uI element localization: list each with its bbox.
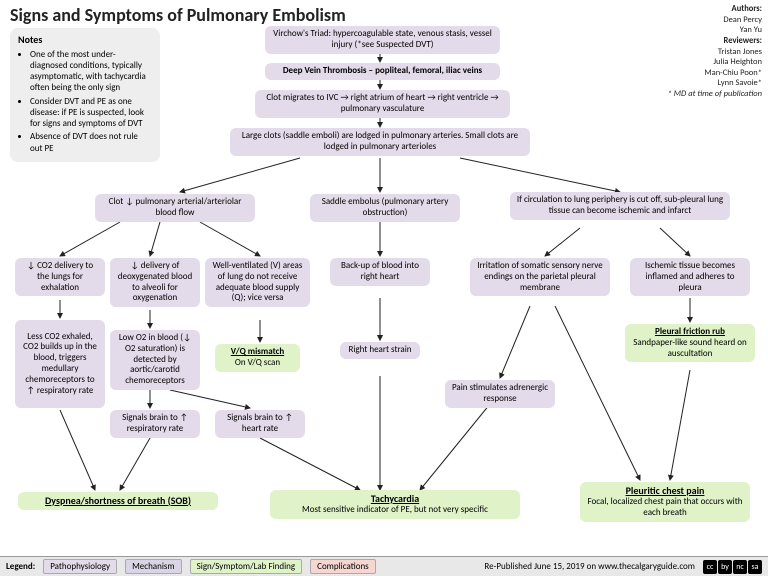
author-1: Dean Percy xyxy=(652,15,762,26)
legend-comp: Complications xyxy=(310,559,376,574)
node-vq: V/Q mismatch On V/Q scan xyxy=(215,344,300,372)
notes-item-1: One of the most under-diagnosed conditio… xyxy=(30,49,152,94)
node-rub: Pleural friction rub Sandpaper-like soun… xyxy=(625,324,755,362)
authors-label: Authors: xyxy=(652,4,762,15)
legend-patho: Pathophysiology xyxy=(43,559,117,574)
reviewer-2: Julia Heighton xyxy=(652,57,762,68)
node-tachy: Tachycardia Most sensitive indicator of … xyxy=(270,490,520,519)
nc-icon: nc xyxy=(733,560,747,574)
node-lowo2: Low O2 in blood (↓ O2 saturation) is det… xyxy=(110,330,200,390)
node-dvt: Deep Vein Thrombosis – popliteal, femora… xyxy=(265,63,500,80)
legend-sign: Sign/Symptom/Lab Finding xyxy=(190,559,303,574)
node-deoxy: ↓ delivery of deoxygenated blood to alve… xyxy=(110,258,200,307)
author-2: Yan Yu xyxy=(652,25,762,36)
reviewer-1: Tristan Jones xyxy=(652,47,762,58)
node-tachy-sub: Most sensitive indicator of PE, but not … xyxy=(302,505,488,516)
legend-mech: Mechanism xyxy=(125,559,182,574)
credits-note: * MD at time of publication xyxy=(652,89,762,100)
node-lessco2: Less CO2 exhaled, CO2 builds up in the b… xyxy=(15,320,105,408)
node-wellvent: Well-ventilated (V) areas of lung do not… xyxy=(205,258,310,307)
reviewers-label: Reviewers: xyxy=(652,36,762,47)
node-vq-sub: On V/Q scan xyxy=(235,358,280,369)
node-lodged: Large clots (saddle emboli) are lodged i… xyxy=(230,128,530,156)
node-clotflow: Clot ↓ pulmonary arterial/arteriolar blo… xyxy=(95,194,255,222)
cc-icon: cc xyxy=(703,560,717,574)
page-title: Signs and Symptoms of Pulmonary Embolism xyxy=(10,4,346,26)
node-backup: Back-up of blood into right heart xyxy=(330,258,430,286)
node-virchow: Virchow's Triad: hypercoagulable state, … xyxy=(265,26,500,54)
node-co2del: ↓ CO2 delivery to the lungs for exhalati… xyxy=(15,258,105,296)
sa-icon: sa xyxy=(748,560,762,574)
node-irritation: Irritation of somatic sensory nerve endi… xyxy=(470,258,610,296)
node-pleuritic-sub: Focal, localized chest pain that occurs … xyxy=(586,497,744,519)
node-migrate: Clot migrates to IVC → right atrium of h… xyxy=(255,90,510,118)
node-sighr: Signals brain to ↑ heart rate xyxy=(215,410,305,438)
node-ischemic: Ischemic tissue becomes inflamed and adh… xyxy=(630,258,750,296)
node-dyspnea: Dyspnea/shortness of breath (SOB) xyxy=(18,492,218,510)
credits-block: Authors: Dean Percy Yan Yu Reviewers: Tr… xyxy=(652,4,762,100)
legend-label: Legend: xyxy=(6,561,35,572)
node-sigresp: Signals brain to ↑ respiratory rate xyxy=(110,410,200,438)
by-icon: by xyxy=(718,560,732,574)
node-saddle: Saddle embolus (pulmonary artery obstruc… xyxy=(310,194,460,222)
node-periphery: If circulation to lung periphery is cut … xyxy=(510,192,730,220)
notes-heading: Notes xyxy=(18,34,152,47)
reviewer-3: Man-Chiu Poon* xyxy=(652,68,762,79)
node-pain: Pain stimulates adrenergic response xyxy=(445,380,555,408)
notes-item-2: Consider DVT and PE as one disease: if P… xyxy=(30,96,152,130)
node-rub-sub: Sandpaper-like sound heard on auscultati… xyxy=(631,338,749,360)
legend-repub: Re-Published June 15, 2019 on www.thecal… xyxy=(484,561,695,572)
cc-icons: ccbyncsa xyxy=(703,560,762,574)
node-rhs: Right heart strain xyxy=(340,342,420,359)
node-pleuritic: Pleuritic chest pain Focal, localized ch… xyxy=(580,482,750,522)
notes-box: Notes One of the most under-diagnosed co… xyxy=(10,28,160,162)
legend-bar: Legend: Pathophysiology Mechanism Sign/S… xyxy=(0,556,768,576)
reviewer-4: Lynn Savoie* xyxy=(652,78,762,89)
notes-item-3: Absence of DVT does not rule out PE xyxy=(30,131,152,154)
